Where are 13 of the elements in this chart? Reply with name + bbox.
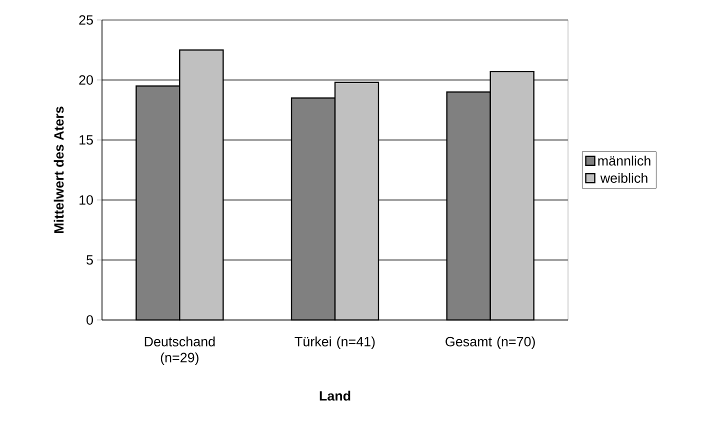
x-tick-label: Gesamt (n=70) bbox=[446, 336, 535, 350]
y-axis-title: Mittelwert des Aters bbox=[54, 106, 64, 233]
y-tick-label: 15 bbox=[80, 135, 93, 145]
legend-label: männlich bbox=[598, 156, 650, 166]
x-axis-title: Land bbox=[320, 390, 350, 401]
legend-label: weiblich bbox=[600, 172, 648, 183]
y-tick-label: 25 bbox=[79, 15, 93, 25]
x-tick-label: Deutschand (n=29) bbox=[144, 336, 215, 365]
x-tick-label: Türkei (n=41) bbox=[294, 336, 375, 350]
y-tick-label: 20 bbox=[79, 75, 93, 85]
y-tick-label: 0 bbox=[86, 315, 93, 325]
y-tick-label: 10 bbox=[80, 195, 93, 205]
y-tick-label: 5 bbox=[86, 255, 93, 265]
